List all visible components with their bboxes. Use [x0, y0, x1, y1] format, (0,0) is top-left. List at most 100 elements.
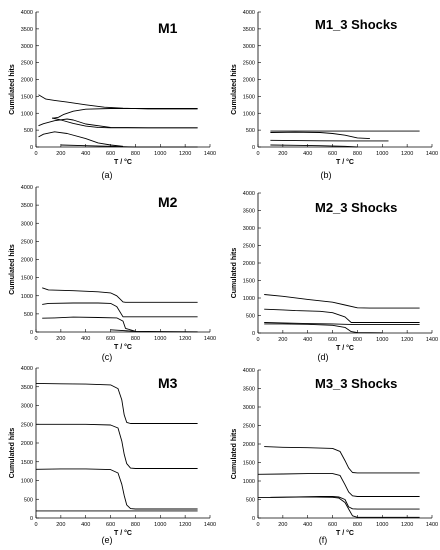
series-line-2 — [52, 108, 198, 119]
x-tick-label: 1400 — [204, 151, 216, 157]
panel-letter: (c) — [102, 352, 113, 362]
panel-letter: (d) — [318, 352, 329, 362]
x-axis-label: T / °C — [336, 344, 354, 352]
y-tick-label: 1500 — [243, 94, 255, 100]
x-tick-label: 1200 — [179, 336, 191, 342]
x-tick-label: 200 — [278, 337, 287, 343]
y-tick-label: 1000 — [21, 294, 33, 300]
x-tick-label: 200 — [56, 522, 65, 528]
y-tick-label: 3500 — [21, 27, 33, 33]
x-tick-label: 400 — [303, 337, 312, 343]
y-tick-label: 2500 — [243, 244, 255, 250]
series-line-3 — [35, 468, 198, 510]
y-tick-label: 1500 — [243, 279, 255, 285]
y-tick-label: 2500 — [243, 61, 255, 67]
x-tick-label: 600 — [328, 151, 337, 157]
panel-d: 0 500 1000 1500 2000 2500 3000 3500 4000 0 200 400 6… — [231, 191, 438, 362]
x-tick-label: 1000 — [376, 337, 388, 343]
x-tick-label: 600 — [106, 522, 115, 528]
series-line-6 — [60, 144, 198, 148]
panel-title: M1_3 Shocks — [315, 17, 397, 32]
y-axis-label: Cumulated hits — [231, 429, 238, 480]
y-tick-label: 1500 — [21, 460, 33, 466]
x-tick-label: 600 — [106, 336, 115, 342]
x-axis-label: T / °C — [114, 529, 132, 537]
y-tick-label: 4000 — [243, 10, 255, 16]
panel-letter: (f) — [319, 535, 328, 545]
x-tick-label: 1000 — [376, 151, 388, 157]
y-tick-label: 2500 — [21, 239, 33, 245]
series-line-4 — [52, 117, 198, 129]
x-tick-label: 1400 — [426, 522, 438, 528]
y-axis-label: Cumulated hits — [9, 244, 16, 295]
x-tick-label: 0 — [256, 151, 259, 157]
y-tick-label: 4000 — [21, 10, 33, 16]
y-tick-label: 0 — [252, 145, 255, 151]
x-axis-label: T / °C — [336, 529, 354, 537]
series-line-2 — [270, 131, 370, 140]
series-line-4 — [264, 323, 383, 334]
y-tick-label: 1500 — [243, 461, 255, 467]
y-tick-label: 3500 — [21, 203, 33, 209]
x-tick-label: 200 — [56, 336, 65, 342]
x-tick-label: 600 — [328, 522, 337, 528]
y-tick-label: 0 — [30, 330, 33, 336]
y-tick-label: 4000 — [243, 191, 255, 197]
y-tick-label: 1000 — [21, 111, 33, 117]
x-tick-label: 800 — [353, 151, 362, 157]
y-tick-label: 0 — [30, 516, 33, 522]
y-tick-label: 4000 — [243, 368, 255, 374]
y-tick-label: 4000 — [21, 366, 33, 372]
x-tick-label: 0 — [34, 336, 37, 342]
x-axis-label: T / °C — [114, 158, 132, 166]
y-tick-label: 500 — [246, 314, 255, 320]
x-tick-label: 1400 — [426, 151, 438, 157]
panel-letter: (e) — [102, 535, 113, 545]
x-tick-label: 400 — [81, 336, 90, 342]
series-line-3 — [270, 139, 389, 142]
x-tick-label: 800 — [131, 336, 140, 342]
x-axis-label: T / °C — [336, 158, 354, 166]
y-axis-label: Cumulated hits — [231, 248, 238, 299]
series-line-2 — [264, 308, 420, 323]
series-line-4 — [270, 144, 358, 148]
x-tick-label: 400 — [81, 151, 90, 157]
y-tick-label: 1000 — [243, 111, 255, 117]
x-tick-label: 1000 — [154, 522, 166, 528]
y-tick-label: 0 — [252, 331, 255, 337]
y-tick-label: 3500 — [243, 387, 255, 393]
x-tick-label: 200 — [278, 151, 287, 157]
x-tick-label: 1200 — [179, 151, 191, 157]
y-tick-label: 500 — [24, 128, 33, 134]
x-tick-label: 1200 — [401, 151, 413, 157]
y-tick-label: 2000 — [21, 78, 33, 84]
x-tick-label: 1200 — [401, 337, 413, 343]
y-tick-label: 2500 — [21, 61, 33, 67]
panel-a: 0 500 1000 1500 2000 2500 3000 3500 4000 0 200 400 6… — [9, 10, 216, 180]
y-tick-label: 1500 — [21, 276, 33, 282]
y-tick-label: 3500 — [243, 209, 255, 215]
x-tick-label: 800 — [131, 151, 140, 157]
panel-f: 0 500 1000 1500 2000 2500 3000 3500 4000 0 200 400 6… — [231, 368, 438, 545]
series-line-1 — [264, 294, 420, 309]
x-tick-label: 1400 — [204, 336, 216, 342]
x-tick-label: 1400 — [426, 337, 438, 343]
y-tick-label: 500 — [246, 498, 255, 504]
y-tick-label: 2500 — [21, 422, 33, 428]
x-tick-label: 800 — [353, 337, 362, 343]
panel-letter: (b) — [321, 170, 332, 180]
x-tick-label: 600 — [328, 337, 337, 343]
x-tick-label: 0 — [34, 151, 37, 157]
series-line-1 — [38, 94, 198, 110]
x-tick-label: 1200 — [401, 522, 413, 528]
x-axis-label: T / °C — [114, 343, 132, 351]
y-tick-label: 3000 — [243, 405, 255, 411]
series-line-2 — [36, 423, 198, 469]
series-line-1 — [35, 382, 198, 424]
y-tick-label: 4000 — [21, 185, 33, 191]
panel-b: 0 500 1000 1500 2000 2500 3000 3500 4000 0 200 400 6… — [231, 10, 438, 180]
panel-c: 0 500 1000 1500 2000 2500 3000 3500 4000 0 200 400 6… — [9, 185, 216, 362]
series-line-3 — [42, 316, 136, 332]
y-tick-label: 3000 — [21, 44, 33, 50]
x-tick-label: 1000 — [154, 336, 166, 342]
